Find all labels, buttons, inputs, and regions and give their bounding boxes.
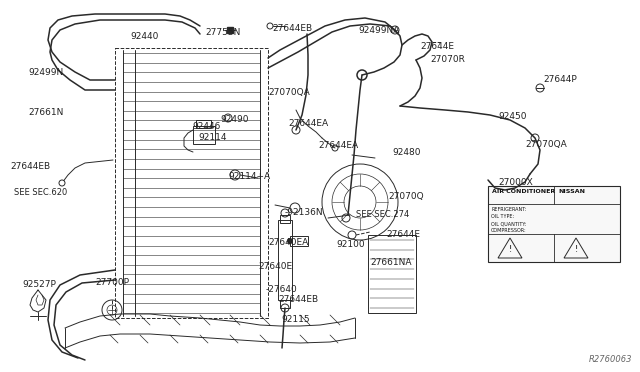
Text: 27644EB: 27644EB — [10, 162, 50, 171]
Text: OIL QUANTITY:: OIL QUANTITY: — [491, 221, 526, 226]
Text: 27000X: 27000X — [498, 178, 532, 187]
Text: 27644EB: 27644EB — [278, 295, 318, 304]
Circle shape — [267, 23, 273, 29]
Bar — [278, 220, 292, 300]
Text: REFRIGERANT:: REFRIGERANT: — [491, 207, 526, 212]
Text: 27644E: 27644E — [420, 42, 454, 51]
Bar — [280, 215, 290, 223]
Circle shape — [59, 180, 65, 186]
Text: OIL TYPE:: OIL TYPE: — [491, 214, 514, 219]
Bar — [290, 236, 308, 246]
Circle shape — [287, 238, 293, 244]
Bar — [115, 48, 268, 318]
Text: 92499NA: 92499NA — [358, 26, 399, 35]
Text: 27661N: 27661N — [28, 108, 63, 117]
Text: SEE SEC.620: SEE SEC.620 — [14, 188, 67, 197]
Text: !: ! — [574, 246, 578, 254]
Text: 27640EA: 27640EA — [268, 238, 308, 247]
Text: 92114+A: 92114+A — [228, 172, 270, 181]
Text: 27070R: 27070R — [430, 55, 465, 64]
Text: 92115: 92115 — [281, 315, 310, 324]
Text: 27661NA: 27661NA — [370, 258, 412, 267]
Text: COMPRESSOR:: COMPRESSOR: — [491, 228, 527, 233]
Text: !: ! — [508, 246, 511, 254]
Text: 27644EA: 27644EA — [318, 141, 358, 150]
Text: 27700P: 27700P — [95, 278, 129, 287]
Text: 27640E: 27640E — [258, 262, 292, 271]
Text: 92114: 92114 — [198, 133, 227, 142]
Text: NISSAN: NISSAN — [558, 189, 585, 194]
Text: 27070Q: 27070Q — [388, 192, 424, 201]
Text: 27644EA: 27644EA — [288, 119, 328, 128]
Text: R2760063: R2760063 — [589, 355, 632, 364]
Text: 92527P: 92527P — [22, 280, 56, 289]
Text: 27644P: 27644P — [543, 75, 577, 84]
Text: 92446: 92446 — [192, 122, 220, 131]
Bar — [488, 186, 620, 262]
Text: -92136N: -92136N — [285, 208, 324, 217]
Text: 27070QA: 27070QA — [268, 88, 310, 97]
Bar — [280, 300, 290, 308]
Text: 92450: 92450 — [498, 112, 527, 121]
Bar — [368, 235, 416, 313]
Text: 27644EB: 27644EB — [272, 24, 312, 33]
Text: 27070QA: 27070QA — [525, 140, 567, 149]
Bar — [193, 126, 215, 144]
Text: 92100: 92100 — [336, 240, 365, 249]
Text: 92490: 92490 — [220, 115, 248, 124]
Text: 27755N: 27755N — [205, 28, 241, 37]
Text: 92499N: 92499N — [28, 68, 63, 77]
Text: 92440: 92440 — [130, 32, 158, 41]
Text: AIR CONDITIONER: AIR CONDITIONER — [492, 189, 556, 194]
Text: 92480: 92480 — [392, 148, 420, 157]
Text: SEE SEC.274: SEE SEC.274 — [356, 210, 409, 219]
Text: -27640: -27640 — [266, 285, 298, 294]
Bar — [196, 120, 211, 128]
Text: 27644E: 27644E — [386, 230, 420, 239]
